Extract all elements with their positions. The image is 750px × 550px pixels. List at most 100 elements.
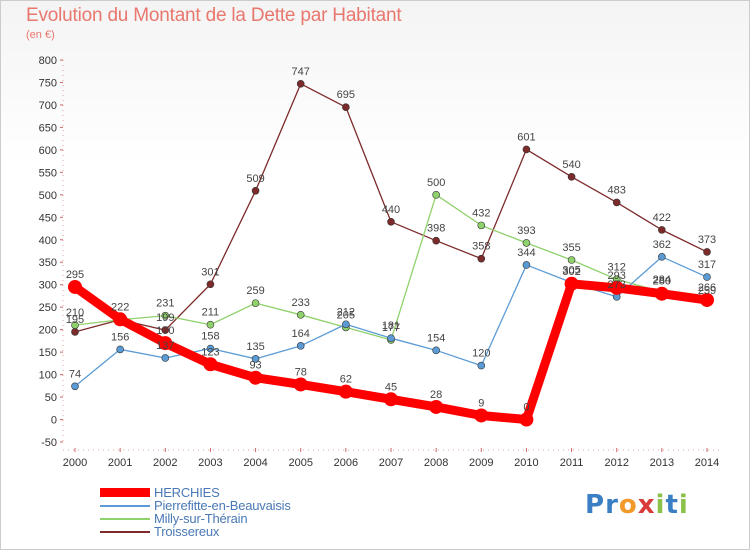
data-label-troissereux: 483 <box>608 184 626 196</box>
chart-title: Evolution du Montant de la Dette par Hab… <box>26 5 402 26</box>
legend-label: Milly-sur-Thérain <box>154 511 248 526</box>
y-tick-label: 0 <box>51 415 57 427</box>
legend-swatch <box>100 504 150 507</box>
data-point-herchies <box>113 312 128 327</box>
data-label-herchies: 280 <box>653 276 671 288</box>
data-label-troissereux: 747 <box>292 66 310 78</box>
x-tick-label: 2008 <box>424 457 448 469</box>
data-label-milly-sur-th-rain: 355 <box>562 242 580 254</box>
legend-swatch <box>100 517 150 520</box>
data-point-milly-sur-th-rain <box>477 221 486 230</box>
y-tick-label: 750 <box>39 77 57 89</box>
data-point-troissereux <box>477 254 486 263</box>
data-point-herchies <box>700 292 714 307</box>
data-point-herchies <box>248 370 263 385</box>
data-label-pierrefitte-en-beauvaisis: 317 <box>698 259 716 271</box>
data-point-milly-sur-th-rain <box>522 239 531 247</box>
x-tick-label: 2014 <box>695 457 719 469</box>
data-point-troissereux <box>522 145 531 154</box>
data-point-troissereux <box>71 328 79 336</box>
data-label-pierrefitte-en-beauvaisis: 164 <box>292 328 310 340</box>
data-point-milly-sur-th-rain <box>296 311 305 319</box>
y-tick-label: 50 <box>45 392 57 404</box>
data-label-milly-sur-th-rain: 393 <box>517 225 535 237</box>
data-point-herchies <box>203 357 218 372</box>
data-point-herchies <box>609 280 624 295</box>
data-point-pierrefitte-en-beauvaisis <box>71 382 79 391</box>
y-tick-label: 150 <box>39 347 57 359</box>
legend-item-milly-sur-th-rain: Milly-sur-Thérain <box>100 512 291 525</box>
data-point-milly-sur-th-rain <box>161 311 170 320</box>
data-label-milly-sur-th-rain: 211 <box>202 307 220 319</box>
data-point-troissereux <box>342 103 350 111</box>
data-point-pierrefitte-en-beauvaisis <box>161 354 170 362</box>
legend: HERCHIES Pierrefitte-en-Beauvaisis Milly-s… <box>100 486 291 538</box>
y-tick-label: 200 <box>39 325 57 337</box>
data-label-troissereux: 358 <box>472 241 490 253</box>
logo-letter: t <box>665 490 679 520</box>
data-label-herchies: 9 <box>478 397 484 409</box>
data-label-herchies: 62 <box>340 374 352 386</box>
data-point-milly-sur-th-rain <box>71 321 79 329</box>
data-label-troissereux: 540 <box>562 159 580 171</box>
data-label-troissereux: 398 <box>427 223 445 235</box>
data-point-pierrefitte-en-beauvaisis <box>522 261 531 269</box>
legend-label: Pierrefitte-en-Beauvaisis <box>154 498 291 513</box>
data-label-troissereux: 195 <box>66 314 84 326</box>
y-tick-label: 550 <box>39 167 57 179</box>
logo-letter: r <box>605 490 619 520</box>
legend-swatch <box>100 530 150 533</box>
data-point-troissereux <box>432 236 440 245</box>
x-tick-label: 2010 <box>514 457 538 469</box>
data-label-herchies: 293 <box>608 270 626 282</box>
data-point-herchies <box>654 286 669 301</box>
legend-item-troissereux: Troissereux <box>100 525 291 538</box>
data-point-herchies <box>68 279 82 294</box>
data-label-troissereux: 440 <box>382 204 400 216</box>
data-label-milly-sur-th-rain: 432 <box>472 207 490 219</box>
data-point-pierrefitte-en-beauvaisis <box>703 273 711 281</box>
x-tick-label: 2002 <box>153 457 177 469</box>
legend-swatch <box>100 488 150 497</box>
logo-letter: o <box>618 490 638 520</box>
x-tick-label: 2005 <box>288 457 312 469</box>
data-label-pierrefitte-en-beauvaisis: 181 <box>382 320 400 332</box>
data-label-herchies: 302 <box>562 266 580 278</box>
data-point-herchies <box>474 408 489 423</box>
data-label-herchies: 45 <box>385 381 397 393</box>
data-label-herchies: 93 <box>249 360 261 372</box>
data-label-milly-sur-th-rain: 500 <box>427 177 445 189</box>
data-point-troissereux <box>387 217 395 226</box>
data-label-herchies: 28 <box>430 389 442 401</box>
data-label-troissereux: 601 <box>517 131 535 143</box>
data-label-herchies: 0 <box>523 402 529 414</box>
data-label-troissereux: 695 <box>337 89 355 101</box>
data-point-troissereux <box>251 186 260 195</box>
data-point-troissereux <box>567 173 576 181</box>
chart-unit: (en €) <box>26 29 55 41</box>
legend-label: Troissereux <box>154 524 220 539</box>
data-point-herchies <box>293 377 308 392</box>
data-label-pierrefitte-en-beauvaisis: 305 <box>562 264 580 276</box>
data-point-herchies <box>519 412 534 427</box>
logo-letter: i <box>678 490 689 520</box>
y-tick-label: 100 <box>39 370 57 382</box>
data-point-troissereux <box>612 198 621 207</box>
x-tick-label: 2004 <box>243 457 267 469</box>
data-point-pierrefitte-en-beauvaisis <box>251 355 260 363</box>
y-tick-label: 450 <box>39 212 57 224</box>
data-label-pierrefitte-en-beauvaisis: 344 <box>517 247 535 259</box>
x-tick-label: 2006 <box>334 457 358 469</box>
x-tick-label: 2009 <box>469 457 493 469</box>
data-point-troissereux <box>206 280 215 289</box>
data-label-troissereux: 422 <box>653 212 671 224</box>
legend-item-pierrefitte-en-beauvaisis: Pierrefitte-en-Beauvaisis <box>100 499 291 512</box>
data-label-troissereux: 199 <box>156 312 174 324</box>
y-tick-label: 650 <box>39 122 57 134</box>
data-point-milly-sur-th-rain <box>251 299 260 307</box>
data-label-pierrefitte-en-beauvaisis: 137 <box>156 340 174 352</box>
data-point-troissereux <box>658 226 666 234</box>
data-label-milly-sur-th-rain: 284 <box>653 274 671 286</box>
